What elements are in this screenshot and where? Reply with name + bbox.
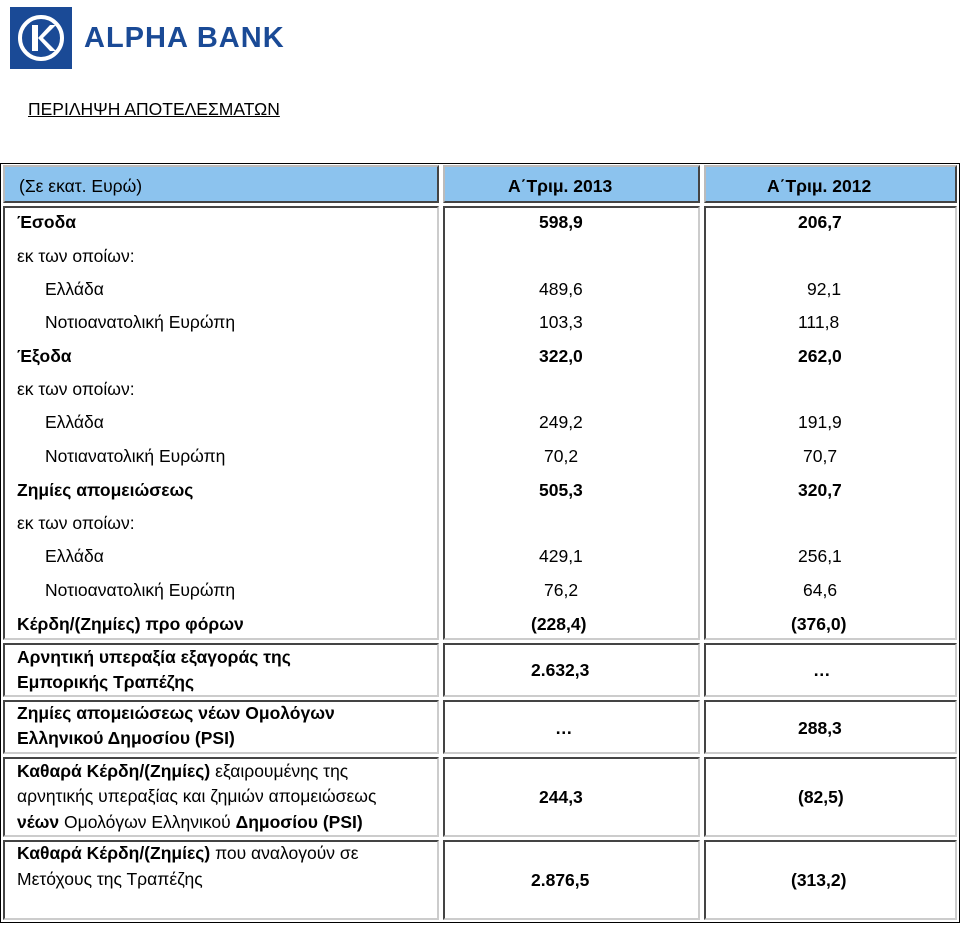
table-header: (Σε εκατ. Ευρώ) Α΄Τριμ. 2013 Α΄Τριμ. 201…	[1, 165, 959, 203]
body-col-labels	[3, 206, 439, 640]
row-expenses-2013: 322,0	[539, 346, 583, 366]
row-net-attr-label-cell	[3, 840, 439, 920]
row-net-excl-2013: 244,3	[539, 787, 583, 807]
body-col-2013	[443, 206, 700, 640]
row-greece-2012: 191,9	[798, 412, 842, 432]
row-net-attr-label-1: Καθαρά Κέρδη/(Ζημίες) που αναλογούν σε	[17, 843, 359, 863]
row-net-excl-2013-cell	[443, 757, 700, 837]
header-cell-unit: (Σε εκατ. Ευρώ)	[3, 165, 439, 203]
row-greece-2013: 489,6	[539, 279, 583, 299]
row-see-2013: 76,2	[544, 580, 579, 600]
row-net-excl-label-2: αρνητικής υπεραξίας και ζημιών απομειώσε…	[17, 786, 377, 806]
row-net-excl-label-3: νέων Ομολόγων Ελληνικού Δημοσίου (PSI)	[17, 812, 363, 832]
row-greece-label: Ελλάδα	[45, 546, 104, 566]
results-table: (Σε εκατ. Ευρώ) Α΄Τριμ. 2013 Α΄Τριμ. 201…	[0, 163, 960, 923]
brand-name: ALPHA BANK	[84, 21, 285, 54]
row-psi-2012-cell	[704, 700, 957, 754]
row-expenses-2012: 262,0	[798, 346, 842, 366]
row-pretax-2013: (228,4)	[531, 614, 587, 634]
row-psi-label-2: Ελληνικού Δημοσίου (PSI)	[17, 728, 235, 748]
row-net-excl-2012-cell	[704, 757, 957, 837]
row-goodwill-2013: 2.632,3	[531, 660, 590, 680]
row-greece-label: Ελλάδα	[45, 279, 104, 299]
row-revenue-2013: 598,9	[539, 212, 583, 232]
row-greece-2012: 256,1	[798, 546, 842, 566]
row-psi-2013: …	[555, 718, 573, 738]
row-net-excl-2012: (82,5)	[798, 787, 844, 807]
row-psi-2013-cell	[443, 700, 700, 754]
row-revenue-2012: 206,7	[798, 212, 842, 232]
row-net-excl-label-cell	[3, 757, 439, 837]
row-see-label: Νοτιοανατολική Ευρώπη	[45, 580, 236, 600]
row-pretax-2012: (376,0)	[791, 614, 847, 634]
row-see-label: Νοτιανατολική Ευρώπη	[45, 446, 226, 466]
body-col-2012	[704, 206, 957, 640]
row-of-which-label: εκ των οποίων:	[17, 513, 135, 533]
row-goodwill-label-2: Εμπορικής Τραπέζης	[17, 672, 195, 692]
row-net-attr-2013-cell	[443, 840, 700, 920]
header-unit: (Σε εκατ. Ευρώ)	[19, 176, 143, 196]
header-cell-2012: Α΄Τριμ. 2012	[704, 165, 957, 203]
row-greece-label: Ελλάδα	[45, 412, 104, 432]
row-impairment-2013: 505,3	[539, 480, 583, 500]
header-q1-2013: Α΄Τριμ. 2013	[508, 176, 613, 196]
row-net-attr-2012-cell	[704, 840, 957, 920]
bank-logo: ALPHA BANK	[10, 6, 285, 70]
row-expenses-label: Έξοδα	[17, 346, 72, 366]
row-see-2012: 111,8	[798, 312, 840, 332]
row-psi-2012: 288,3	[798, 718, 842, 738]
row-goodwill-2012-cell	[704, 643, 957, 697]
header-q1-2012: Α΄Τριμ. 2012	[767, 176, 872, 196]
alpha-bank-logo-icon	[10, 7, 72, 69]
row-greece-2012: 92,1	[807, 279, 842, 299]
row-net-excl-label-1: Καθαρά Κέρδη/(Ζημίες) εξαιρουμένης της	[17, 761, 349, 781]
header-cell-2013: Α΄Τριμ. 2013	[443, 165, 700, 203]
row-see-2012: 70,7	[803, 446, 838, 466]
row-greece-2013: 249,2	[539, 412, 583, 432]
row-net-attr-2013: 2.876,5	[531, 870, 590, 890]
row-goodwill-label-cell	[3, 643, 439, 697]
row-impairment-label: Ζημίες απομειώσεως	[17, 480, 194, 500]
row-see-2013: 103,3	[539, 312, 583, 332]
row-of-which-label: εκ των οποίων:	[17, 379, 135, 399]
row-see-2013: 70,2	[544, 446, 579, 466]
page-title: ΠΕΡΙΛΗΨΗ ΑΠΟΤΕΛΕΣΜΑΤΩΝ	[28, 99, 280, 119]
row-of-which-label: εκ των οποίων:	[17, 246, 135, 266]
row-goodwill-2013-cell	[443, 643, 700, 697]
row-see-label: Νοτιοανατολική Ευρώπη	[45, 312, 236, 332]
row-impairment-2012: 320,7	[798, 480, 842, 500]
row-net-attr-2012: (313,2)	[791, 870, 847, 890]
row-goodwill-label-1: Αρνητική υπεραξία εξαγοράς της	[17, 647, 291, 667]
row-revenue-label: Έσοδα	[17, 212, 76, 232]
row-greece-2013: 429,1	[539, 546, 583, 566]
row-pretax-label: Κέρδη/(Ζημίες) προ φόρων	[17, 614, 244, 634]
row-psi-label-1: Ζημίες απομειώσεως νέων Ομολόγων	[17, 703, 335, 723]
row-net-attr-label-2: Μετόχους της Τραπέζης	[17, 869, 203, 889]
row-psi-label-cell	[3, 700, 439, 754]
row-see-2012: 64,6	[803, 580, 838, 600]
row-goodwill-2012: …	[813, 660, 831, 680]
